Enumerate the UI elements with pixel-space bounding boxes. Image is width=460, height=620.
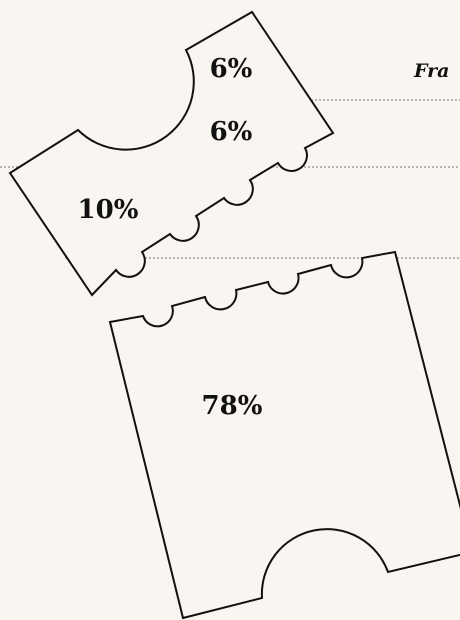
- annotation: Fra: [413, 60, 449, 82]
- value-label: 10%: [78, 195, 139, 225]
- value-label: 6%: [210, 54, 253, 84]
- value-label: 78%: [202, 391, 263, 421]
- chart: Fra 6% 6% 10% 78%: [0, 0, 460, 620]
- value-label: 6%: [210, 117, 253, 147]
